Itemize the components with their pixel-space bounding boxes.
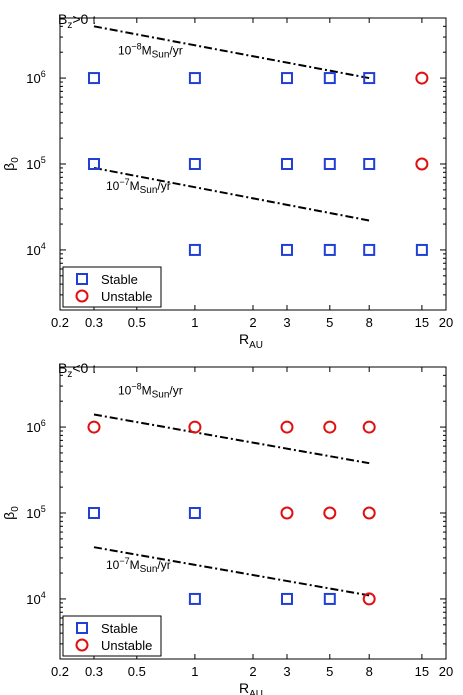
stable-point xyxy=(363,243,376,256)
legend-stable-marker xyxy=(76,273,88,285)
x-tick-label: 0.5 xyxy=(128,315,146,330)
accretion-rate-line xyxy=(93,166,370,222)
y-tick-label: 105 xyxy=(26,155,45,172)
unstable-point xyxy=(280,506,294,520)
panel-bz-negative: Bz<0 : 0.2 0.3 0.5 1 2 3 5 8 15 20 104 105 106 RAU β0 10… xyxy=(1,360,453,695)
x-tick-label: 8 xyxy=(366,315,373,330)
stable-point xyxy=(323,592,336,605)
unstable-point xyxy=(188,420,202,434)
stable-point xyxy=(87,507,100,519)
legend-label: Unstable xyxy=(101,638,152,653)
stable-point xyxy=(363,158,376,170)
y-tick-label: 106 xyxy=(26,69,45,86)
x-tick-label: 15 xyxy=(415,664,429,679)
stable-point xyxy=(323,243,336,256)
stable-point xyxy=(188,158,201,170)
x-tick-label: 3 xyxy=(283,664,290,679)
unstable-point xyxy=(362,420,376,434)
unstable-point xyxy=(323,506,337,520)
accretion-rate-label: 10−8MSun/yr xyxy=(118,41,183,60)
y-tick-label: 104 xyxy=(26,241,45,258)
legend-label: Unstable xyxy=(101,289,152,304)
stable-point xyxy=(188,243,201,256)
unstable-point xyxy=(415,71,429,85)
y-axis-label: β0 xyxy=(1,506,21,520)
legend-label: Stable xyxy=(101,272,138,287)
legend-unstable-marker xyxy=(75,289,89,303)
x-tick-label: 0.3 xyxy=(85,664,103,679)
plot-area-frame xyxy=(59,17,447,311)
x-tick-label: 15 xyxy=(415,315,429,330)
stable-point xyxy=(323,72,336,85)
y-tick-label: 106 xyxy=(26,418,45,435)
stable-point xyxy=(188,507,201,519)
x-axis-label: RAU xyxy=(239,680,263,695)
stable-point xyxy=(280,72,293,85)
x-tick-label: 8 xyxy=(366,664,373,679)
x-tick-label: 20 xyxy=(439,664,453,679)
plot-area-frame xyxy=(59,366,447,660)
x-tick-label: 0.2 xyxy=(51,664,69,679)
stable-point xyxy=(280,592,293,605)
unstable-point xyxy=(280,420,294,434)
legend-stable-marker xyxy=(76,622,88,634)
stable-point xyxy=(188,72,201,85)
x-tick-label: 1 xyxy=(191,664,198,679)
stable-point xyxy=(415,243,428,256)
x-tick-label: 1 xyxy=(191,315,198,330)
stable-point xyxy=(87,158,100,170)
stable-point xyxy=(323,158,336,170)
x-tick-label: 2 xyxy=(249,315,256,330)
x-tick-label: 0.5 xyxy=(128,664,146,679)
accretion-rate-line xyxy=(93,25,370,80)
x-tick-label: 5 xyxy=(326,664,333,679)
x-axis-label: RAU xyxy=(239,331,263,351)
x-tick-label: 2 xyxy=(249,664,256,679)
x-tick-label: 5 xyxy=(326,315,333,330)
y-tick-label: 105 xyxy=(26,504,45,521)
unstable-point xyxy=(323,420,337,434)
y-axis-label: β0 xyxy=(1,157,21,171)
stable-point xyxy=(188,592,201,605)
panel-title: Bz>0 : xyxy=(58,11,96,31)
unstable-point xyxy=(362,506,376,520)
panel-title: Bz<0 : xyxy=(58,360,96,380)
legend: Stable Unstable xyxy=(62,615,162,657)
legend-label: Stable xyxy=(101,621,138,636)
stable-point xyxy=(87,72,100,85)
accretion-rate-label: 10−7MSun/yr xyxy=(106,177,171,196)
unstable-point xyxy=(87,420,101,434)
x-tick-label: 3 xyxy=(283,315,290,330)
accretion-rate-line xyxy=(93,413,370,465)
stable-point xyxy=(363,72,376,85)
accretion-rate-label: 10−8MSun/yr xyxy=(118,382,183,401)
stable-point xyxy=(280,158,293,170)
x-tick-label: 20 xyxy=(439,315,453,330)
legend: Stable Unstable xyxy=(62,266,162,308)
x-tick-label: 0.2 xyxy=(51,315,69,330)
y-tick-label: 104 xyxy=(26,590,45,607)
legend-unstable-marker xyxy=(75,638,89,652)
stable-point xyxy=(280,243,293,256)
accretion-rate-line xyxy=(93,546,370,597)
x-tick-label: 0.3 xyxy=(85,315,103,330)
unstable-point xyxy=(415,157,429,171)
panel-bz-positive: Bz>0 : 0.2 0.3 0.5 1 2 3 5 8 15 20 104 105 106 RAU β0 10… xyxy=(1,11,453,351)
unstable-point xyxy=(362,592,376,606)
accretion-rate-label: 10−7MSun/yr xyxy=(106,556,171,575)
